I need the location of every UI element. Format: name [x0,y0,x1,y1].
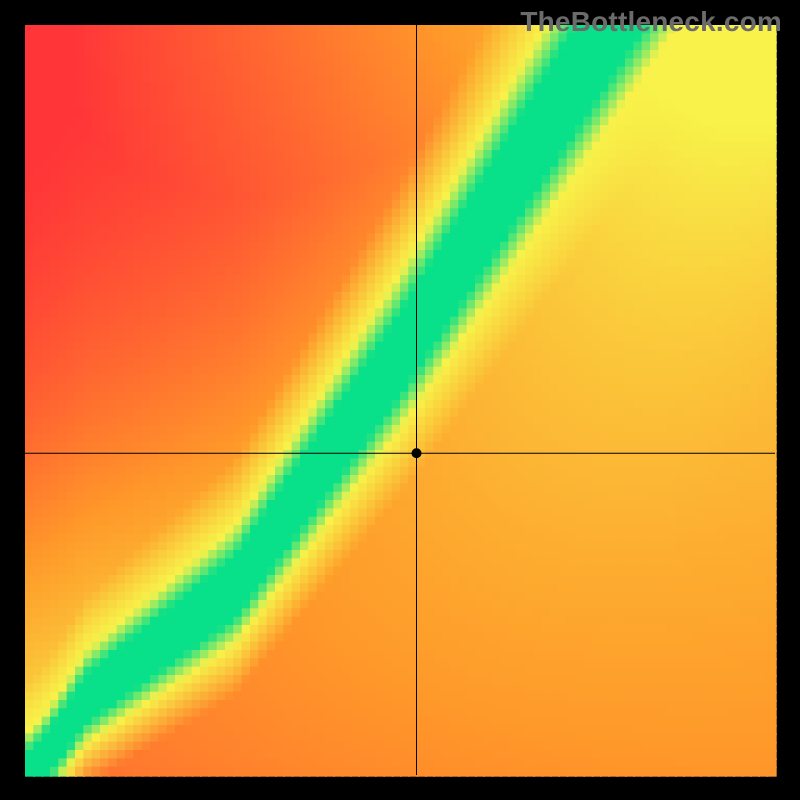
watermark-text: TheBottleneck.com [520,6,782,38]
chart-container: TheBottleneck.com [0,0,800,800]
bottleneck-heatmap [0,0,800,800]
